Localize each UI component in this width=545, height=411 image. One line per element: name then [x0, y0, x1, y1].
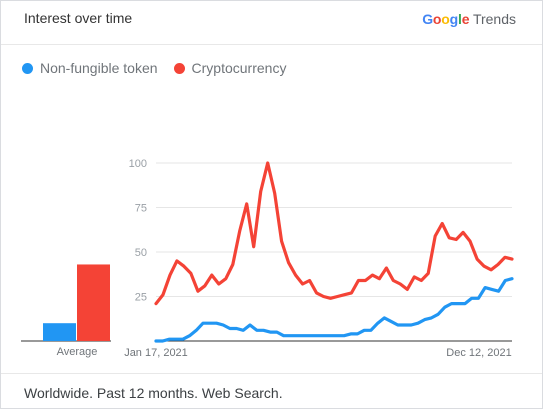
legend-label-nft: Non-fungible token: [40, 60, 158, 76]
legend-label-crypto: Cryptocurrency: [191, 60, 287, 76]
series-line-crypto: [154, 161, 514, 306]
legend-item-nft[interactable]: Non-fungible token: [22, 60, 158, 76]
x-tick-label-end: Dec 12, 2021: [446, 347, 511, 359]
card-footer: Worldwide. Past 12 months. Web Search.: [1, 373, 542, 408]
interest-line-chart: 25 50 75 100 Average Jan 17, 2021 Dec 12, 2021: [21, 158, 514, 359]
card-header: Interest over time Google Trends: [1, 1, 542, 45]
legend-item-crypto[interactable]: Cryptocurrency: [173, 60, 287, 76]
chart-legend: Non-fungible token Cryptocurrency: [22, 60, 302, 76]
average-bar-nft: [43, 323, 76, 341]
card-title: Interest over time: [24, 10, 133, 26]
series-line-nft: [154, 277, 514, 343]
y-tick-label: 50: [135, 247, 147, 259]
google-trends-logo[interactable]: Google Trends: [422, 11, 516, 27]
footer-text: Worldwide. Past 12 months. Web Search.: [24, 385, 283, 401]
google-wordmark: Google: [422, 11, 470, 27]
legend-dot-nft-icon: [22, 62, 33, 74]
x-tick-label-start: Jan 17, 2021: [124, 347, 188, 359]
average-bar-crypto: [77, 264, 110, 341]
average-label: Average: [57, 346, 98, 358]
y-tick-label: 75: [135, 203, 147, 215]
y-tick-label: 100: [129, 158, 147, 170]
trends-wordmark: Trends: [472, 11, 516, 27]
legend-dot-crypto-icon: [173, 62, 185, 74]
y-tick-label: 25: [135, 292, 147, 304]
